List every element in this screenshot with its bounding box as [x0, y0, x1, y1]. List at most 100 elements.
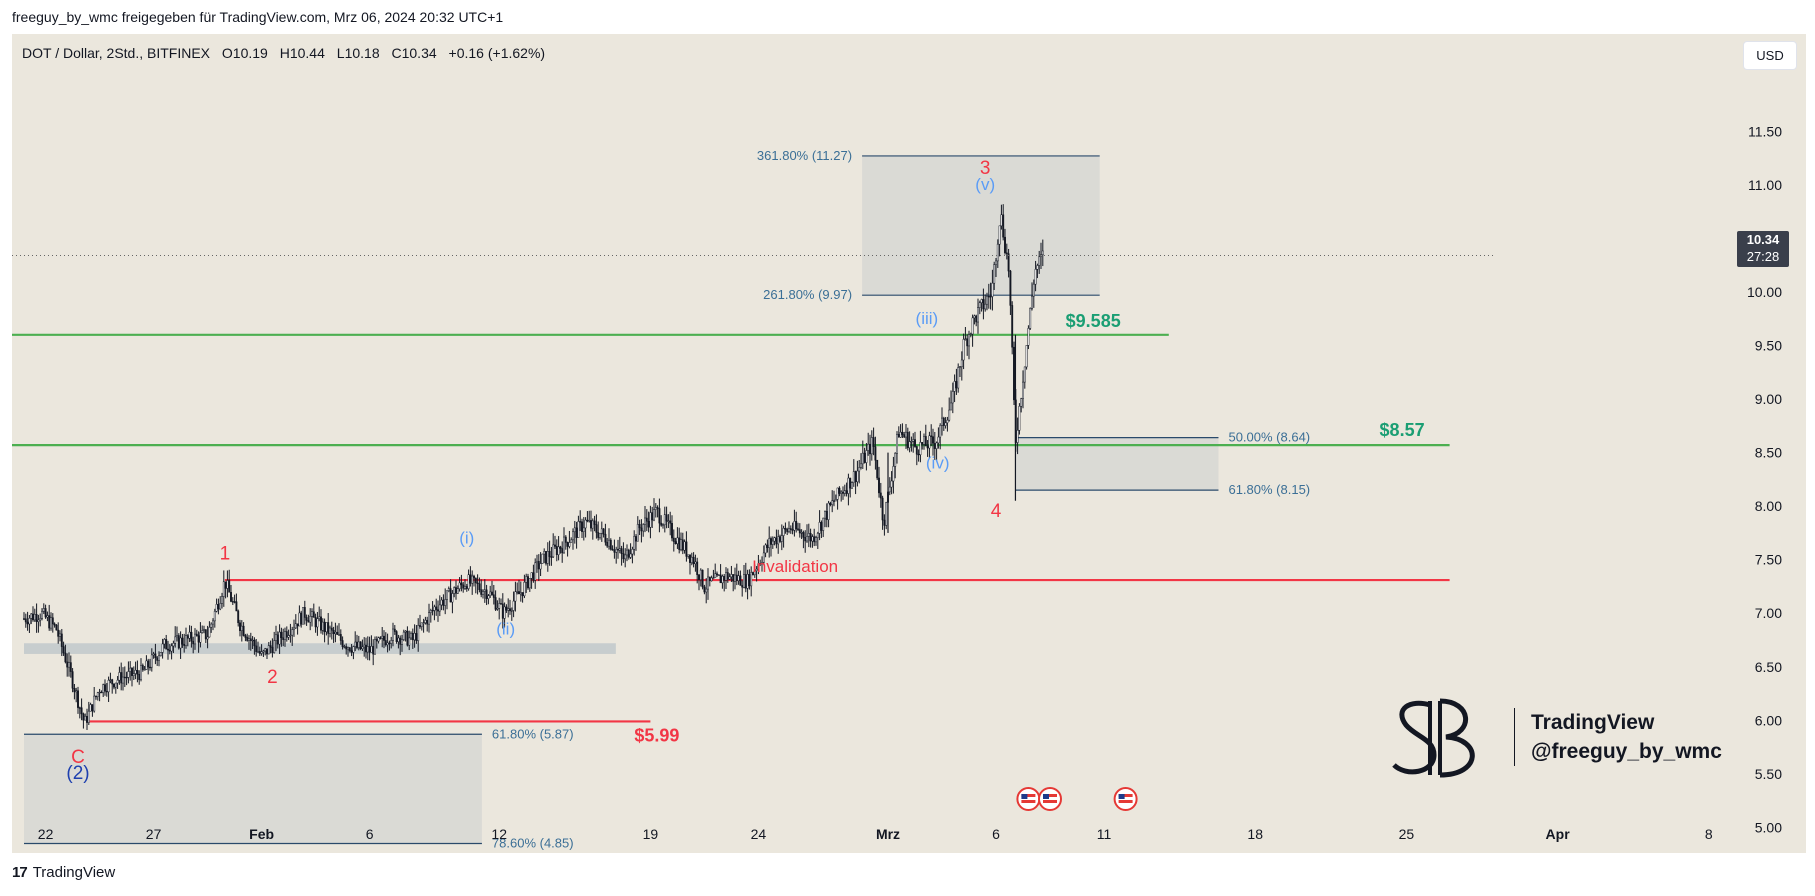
candle-body [685, 541, 688, 557]
candle-body [359, 641, 362, 650]
y-tick-label: 5.00 [1755, 819, 1782, 835]
price-chart[interactable]: 361.80% (11.27) 261.80% (9.97) 50.00% (8.6… [12, 34, 1806, 853]
candle-body [194, 633, 196, 645]
fib-box-upper-target[interactable] [862, 155, 1100, 296]
candle-body [699, 569, 702, 580]
candle-body [822, 517, 825, 531]
wave-label: 2 [267, 667, 278, 688]
candle-body [492, 594, 495, 598]
candle-body [600, 528, 603, 534]
x-tick-label: 24 [751, 826, 767, 842]
candle-body [64, 652, 67, 663]
candle-body [1031, 295, 1033, 309]
candle-body [132, 673, 135, 676]
us-flag-event-icon[interactable] [1113, 787, 1138, 811]
candle-body [530, 572, 533, 579]
candle-body [62, 646, 65, 654]
candle-body [230, 592, 232, 602]
candle-body [293, 627, 295, 630]
candle-body [996, 243, 999, 262]
candle-body [129, 667, 132, 672]
fib-box-mid-support[interactable] [1015, 437, 1219, 491]
candle-body [134, 670, 137, 674]
fib-box-lower-target[interactable] [24, 734, 482, 844]
candle-body [1004, 236, 1006, 254]
symbol-pair[interactable]: DOT / Dollar, 2Std., BITFINEX [22, 45, 211, 61]
candle-body [1034, 269, 1037, 285]
candle-body [123, 676, 126, 679]
x-tick-label: 8 [1705, 826, 1713, 842]
candle-body [170, 645, 173, 652]
candle-body [689, 554, 691, 563]
candle-body [465, 586, 468, 589]
fib-box-grey-band[interactable] [24, 643, 616, 654]
candle-body [325, 622, 328, 633]
candle-body [811, 536, 814, 542]
candle-body [257, 651, 259, 653]
low-value: L10.18 [336, 45, 380, 61]
candle-body [897, 433, 900, 438]
candle-body [896, 433, 898, 454]
footer-brand[interactable]: 17 TradingView [12, 864, 115, 881]
candle-body [122, 676, 124, 684]
candle-body [339, 634, 342, 641]
fib-label: 78.60% (4.85) [492, 836, 574, 851]
candle-body [744, 574, 747, 589]
candle-body [496, 608, 499, 610]
candle-body [1023, 366, 1026, 383]
candle-body [851, 482, 853, 489]
candle-body [649, 512, 652, 528]
candle-body [154, 653, 157, 659]
candle-body [932, 436, 934, 444]
candle-body [275, 634, 277, 641]
candle-body [393, 628, 396, 632]
candle-body [665, 514, 668, 522]
candle-body [199, 632, 202, 643]
candle-body [501, 603, 504, 619]
candle-body [354, 641, 357, 647]
candle-body [854, 471, 857, 483]
candle-body [323, 621, 326, 633]
x-tick-label: 6 [992, 826, 1000, 842]
candle-body [606, 541, 609, 547]
candle-body [224, 581, 227, 589]
us-flag-event-icon[interactable] [1016, 787, 1041, 811]
candle-body [460, 582, 463, 586]
bar-countdown: 27:28 [1746, 249, 1780, 264]
candle-body [449, 588, 452, 603]
candle-body [622, 553, 625, 560]
candle-body [885, 502, 888, 526]
candle-body [586, 519, 589, 522]
candle-body [491, 591, 493, 595]
candle-body [363, 644, 366, 648]
currency-button[interactable]: USD [1743, 41, 1797, 70]
level-label-invalidation: Invalidation [752, 557, 838, 576]
candle-body [37, 619, 40, 622]
candle-body [662, 524, 664, 526]
us-flag-event-icon[interactable] [1038, 787, 1062, 811]
candle-body [474, 577, 477, 584]
candle-body [626, 549, 628, 556]
candle-body [440, 599, 443, 606]
candle-body [1009, 270, 1012, 306]
candle-body [282, 637, 285, 640]
candle-body [141, 665, 144, 670]
candle-body [374, 639, 376, 655]
chart-area[interactable]: 361.80% (11.27) 261.80% (9.97) 50.00% (8.6… [12, 34, 1806, 853]
candle-body [705, 588, 708, 593]
candle-body [523, 581, 526, 597]
candle-body [642, 524, 645, 532]
wave-label: (i) [459, 529, 474, 548]
candle-body [131, 667, 133, 676]
candle-body [44, 608, 47, 618]
candle-body [104, 684, 106, 692]
candle-body [573, 527, 576, 533]
candle-body [872, 437, 875, 447]
candle-body [953, 381, 956, 392]
candle-body [174, 636, 177, 644]
candle-body [453, 587, 456, 594]
candle-body [899, 431, 902, 438]
candle-body [152, 653, 155, 656]
candle-body [960, 359, 963, 368]
candle-body [500, 603, 502, 605]
